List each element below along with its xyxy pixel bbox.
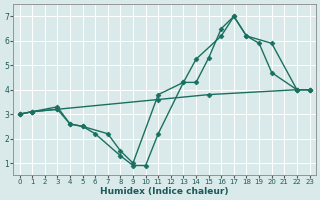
- X-axis label: Humidex (Indice chaleur): Humidex (Indice chaleur): [100, 187, 229, 196]
